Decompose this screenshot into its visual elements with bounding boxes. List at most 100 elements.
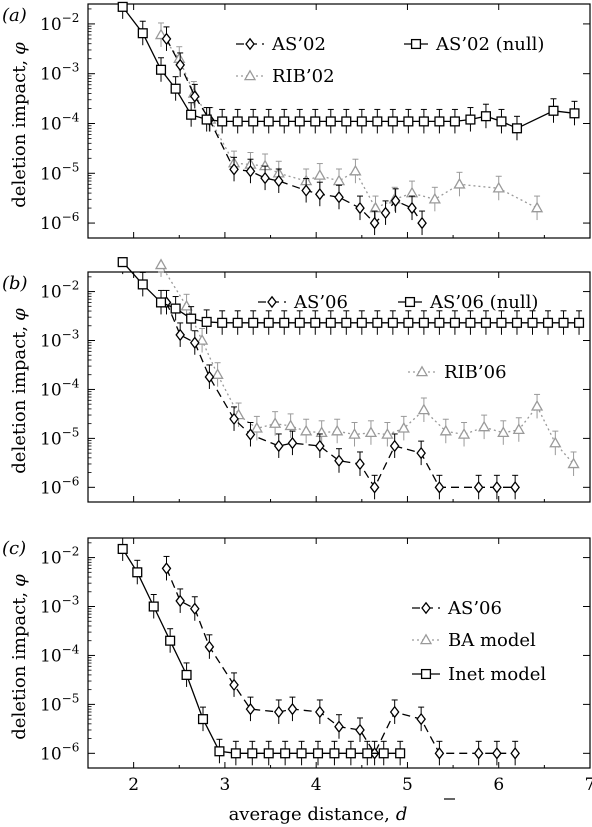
y-tick-exponent: −6 bbox=[62, 474, 80, 488]
y-axis-label-symbol: φ bbox=[9, 308, 30, 321]
data-point bbox=[189, 602, 200, 616]
y-tick-label: 10−6 bbox=[40, 474, 79, 498]
data-point bbox=[356, 116, 367, 127]
data-point bbox=[334, 190, 344, 204]
data-point bbox=[117, 257, 128, 268]
data-point bbox=[137, 279, 148, 290]
series-line bbox=[122, 6, 575, 130]
data-point bbox=[403, 317, 414, 328]
y-tick-label: 10−3 bbox=[40, 328, 79, 352]
y-tick-exponent: −6 bbox=[62, 740, 80, 754]
x-tick-label: 7 bbox=[585, 775, 592, 795]
data-point bbox=[229, 412, 239, 426]
data-point bbox=[473, 481, 484, 494]
y-tick-exponent: −3 bbox=[62, 61, 80, 75]
data-point bbox=[496, 317, 507, 328]
y-tick-exponent: −3 bbox=[62, 594, 80, 608]
data-point bbox=[273, 174, 284, 188]
data-point bbox=[197, 714, 209, 725]
data-point bbox=[154, 28, 168, 40]
legend-marker bbox=[267, 295, 277, 309]
y-tick-exponent: −3 bbox=[62, 328, 80, 342]
data-point bbox=[390, 194, 401, 208]
data-point bbox=[137, 28, 148, 39]
y-tick-exponent: −6 bbox=[62, 210, 80, 224]
data-point bbox=[245, 164, 256, 178]
series-line bbox=[165, 568, 516, 755]
x-tick-label: 6 bbox=[493, 775, 504, 795]
y-tick-label: 10−6 bbox=[40, 740, 79, 764]
panel-c: 10−2 10−3 10−4 10−5 10−6 deletion impact, φ AS’… bbox=[2, 537, 591, 769]
data-point bbox=[403, 116, 414, 127]
data-point bbox=[341, 317, 352, 328]
panel-a-plot: 10−2 10−3 10−4 10−5 10−6 deletion impact, φ AS’… bbox=[9, 1, 591, 239]
data-point bbox=[204, 370, 215, 384]
y-tick-exponent: −4 bbox=[62, 110, 80, 124]
x-axis-label: average distance, d bbox=[229, 804, 408, 825]
data-point bbox=[245, 428, 256, 441]
data-point bbox=[434, 747, 445, 760]
data-point bbox=[280, 748, 291, 759]
data-point bbox=[287, 436, 298, 450]
data-point bbox=[248, 317, 259, 328]
data-point bbox=[315, 705, 325, 719]
data-point bbox=[161, 562, 172, 575]
y-tick-label: 10−2 bbox=[40, 279, 79, 303]
data-point bbox=[417, 216, 427, 230]
data-point bbox=[428, 192, 441, 204]
data-point bbox=[201, 316, 212, 327]
data-point bbox=[449, 317, 460, 328]
y-axis-label-symbol: φ bbox=[9, 574, 30, 587]
legend-label: AS’06 bbox=[293, 292, 348, 313]
legend-marker bbox=[245, 37, 255, 51]
data-point bbox=[439, 424, 452, 436]
data-point bbox=[369, 216, 380, 230]
y-axis-label: deletion impact, φ bbox=[9, 42, 30, 208]
data-point bbox=[378, 748, 389, 759]
x-tick-label: 2 bbox=[128, 775, 139, 795]
y-tick-exponent: −4 bbox=[62, 642, 80, 656]
data-point bbox=[492, 181, 505, 193]
legend-marker bbox=[421, 601, 431, 615]
data-point bbox=[389, 439, 400, 453]
y-tick-exponent: −2 bbox=[62, 545, 80, 559]
data-point bbox=[217, 116, 228, 127]
data-point bbox=[434, 317, 445, 328]
data-point bbox=[496, 116, 507, 127]
data-point bbox=[155, 297, 167, 308]
data-point bbox=[405, 186, 419, 198]
data-point bbox=[369, 201, 382, 213]
y-tick-label: 10−2 bbox=[40, 11, 79, 35]
data-point bbox=[268, 417, 282, 428]
data-point bbox=[248, 116, 259, 127]
legend-marker bbox=[415, 365, 429, 377]
plot-frame bbox=[87, 537, 591, 769]
data-point bbox=[434, 116, 445, 127]
y-axis-label-symbol: φ bbox=[9, 42, 30, 55]
data-point bbox=[381, 427, 394, 439]
data-point bbox=[573, 317, 585, 328]
data-point bbox=[345, 748, 356, 759]
panel-b: 10−2 10−3 10−4 10−5 10−6 deletion impact, φ AS’… bbox=[2, 257, 591, 503]
y-axis-label: deletion impact, φ bbox=[9, 574, 30, 740]
data-point bbox=[325, 116, 336, 127]
x-tick-label: 5 bbox=[402, 775, 413, 795]
data-point bbox=[263, 748, 274, 759]
data-point bbox=[569, 108, 580, 119]
data-point bbox=[180, 299, 193, 311]
data-point bbox=[497, 426, 510, 438]
legend-marker bbox=[420, 668, 432, 680]
data-point bbox=[245, 702, 256, 716]
data-point bbox=[492, 481, 502, 494]
data-point bbox=[154, 258, 168, 270]
data-point bbox=[355, 723, 365, 737]
data-point bbox=[449, 116, 460, 127]
panel-c-label: (c) bbox=[2, 538, 26, 559]
y-axis-label: deletion impact, φ bbox=[9, 308, 30, 474]
data-point bbox=[315, 439, 325, 453]
data-point bbox=[148, 601, 159, 612]
panel-a: 10−2 10−3 10−4 10−5 10−6 deletion impact, φ AS’… bbox=[2, 1, 591, 239]
data-point bbox=[325, 317, 336, 328]
data-point bbox=[331, 424, 344, 436]
